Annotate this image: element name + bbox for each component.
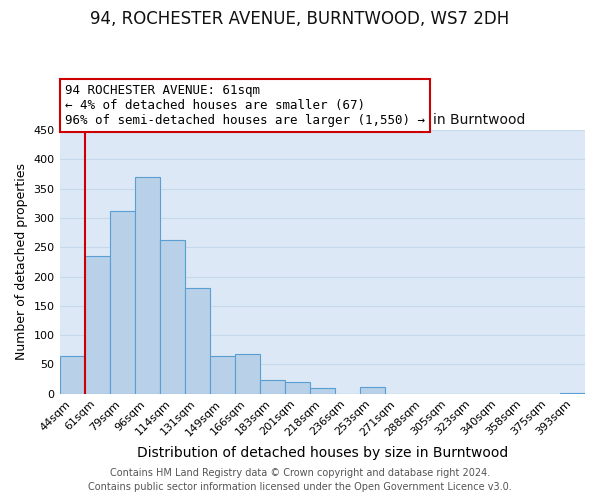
Bar	[85, 256, 110, 394]
Title: Size of property relative to detached houses in Burntwood: Size of property relative to detached ho…	[119, 114, 525, 128]
Bar	[185, 288, 209, 394]
X-axis label: Distribution of detached houses by size in Burntwood: Distribution of detached houses by size …	[137, 446, 508, 460]
Bar	[560, 392, 585, 394]
Y-axis label: Number of detached properties: Number of detached properties	[15, 164, 28, 360]
Bar	[59, 356, 85, 394]
Text: Contains HM Land Registry data © Crown copyright and database right 2024.
Contai: Contains HM Land Registry data © Crown c…	[88, 468, 512, 492]
Bar	[160, 240, 185, 394]
Bar	[285, 382, 310, 394]
Text: 94 ROCHESTER AVENUE: 61sqm
← 4% of detached houses are smaller (67)
96% of semi-: 94 ROCHESTER AVENUE: 61sqm ← 4% of detac…	[65, 84, 425, 127]
Bar	[134, 177, 160, 394]
Bar	[260, 380, 285, 394]
Bar	[310, 388, 335, 394]
Bar	[235, 354, 260, 394]
Bar	[209, 356, 235, 394]
Bar	[360, 387, 385, 394]
Bar	[110, 211, 134, 394]
Text: 94, ROCHESTER AVENUE, BURNTWOOD, WS7 2DH: 94, ROCHESTER AVENUE, BURNTWOOD, WS7 2DH	[91, 10, 509, 28]
